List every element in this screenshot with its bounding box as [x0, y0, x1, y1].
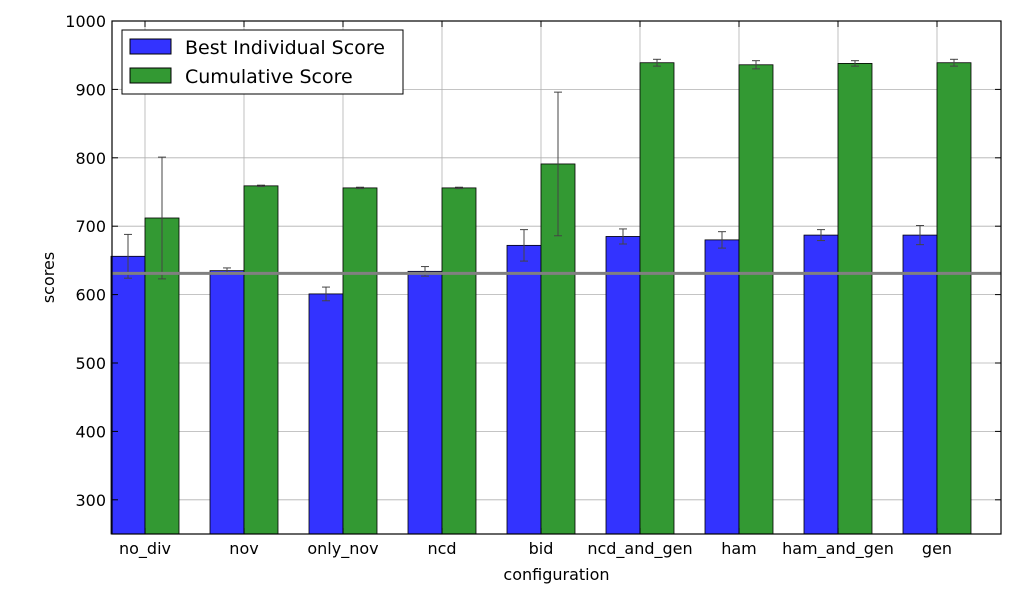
- bar: [639, 62, 675, 535]
- y-tick-label: 300: [75, 491, 106, 510]
- bar: [110, 255, 146, 535]
- y-tick-label: 800: [75, 149, 106, 168]
- legend-swatch-best-individual: [129, 38, 172, 55]
- bar: [209, 270, 245, 535]
- x-tick-label: no_div: [119, 539, 171, 559]
- bar: [902, 234, 938, 535]
- y-axis-ticks: 300 400 500 600 700 800 900 1000: [65, 12, 1001, 510]
- bar: [936, 62, 972, 535]
- legend-label-cumulative: Cumulative Score: [185, 66, 353, 88]
- bar: [506, 244, 542, 535]
- x-tick-label: ncd: [427, 539, 456, 558]
- y-tick-label: 500: [75, 354, 106, 373]
- y-tick-label: 600: [75, 286, 106, 305]
- error-bars: [124, 58, 958, 302]
- y-tick-label: 400: [75, 422, 106, 441]
- bar: [441, 187, 477, 535]
- y-tick-label: 900: [75, 80, 106, 99]
- legend: Best Individual Score Cumulative Score: [121, 29, 404, 95]
- x-tick-label: bid: [529, 539, 554, 558]
- legend-label-best-individual: Best Individual Score: [185, 37, 385, 59]
- legend-swatch-cumulative: [129, 67, 172, 84]
- x-tick-label: ncd_and_gen: [587, 539, 692, 559]
- bar: [605, 236, 641, 535]
- bar: [704, 239, 740, 535]
- bar: [837, 63, 873, 535]
- bar: [738, 64, 774, 535]
- bar: [243, 185, 279, 535]
- plot-frame: [111, 20, 1002, 535]
- x-tick-label: nov: [229, 539, 258, 558]
- x-axis-label: configuration: [503, 565, 609, 584]
- y-tick-label: 700: [75, 217, 106, 236]
- x-tick-label: only_nov: [307, 539, 378, 559]
- bar: [803, 234, 839, 535]
- x-tick-label: ham_and_gen: [782, 539, 894, 559]
- y-axis-label: scores: [39, 252, 58, 303]
- bar: [342, 187, 378, 535]
- x-axis-ticks: no_div nov only_nov ncd bid ncd_and_gen ham ham…: [119, 21, 952, 559]
- bar: [308, 293, 344, 535]
- y-tick-label: 1000: [65, 12, 106, 31]
- x-tick-label: ham: [721, 539, 757, 558]
- x-tick-label: gen: [922, 539, 952, 558]
- bar: [407, 270, 443, 535]
